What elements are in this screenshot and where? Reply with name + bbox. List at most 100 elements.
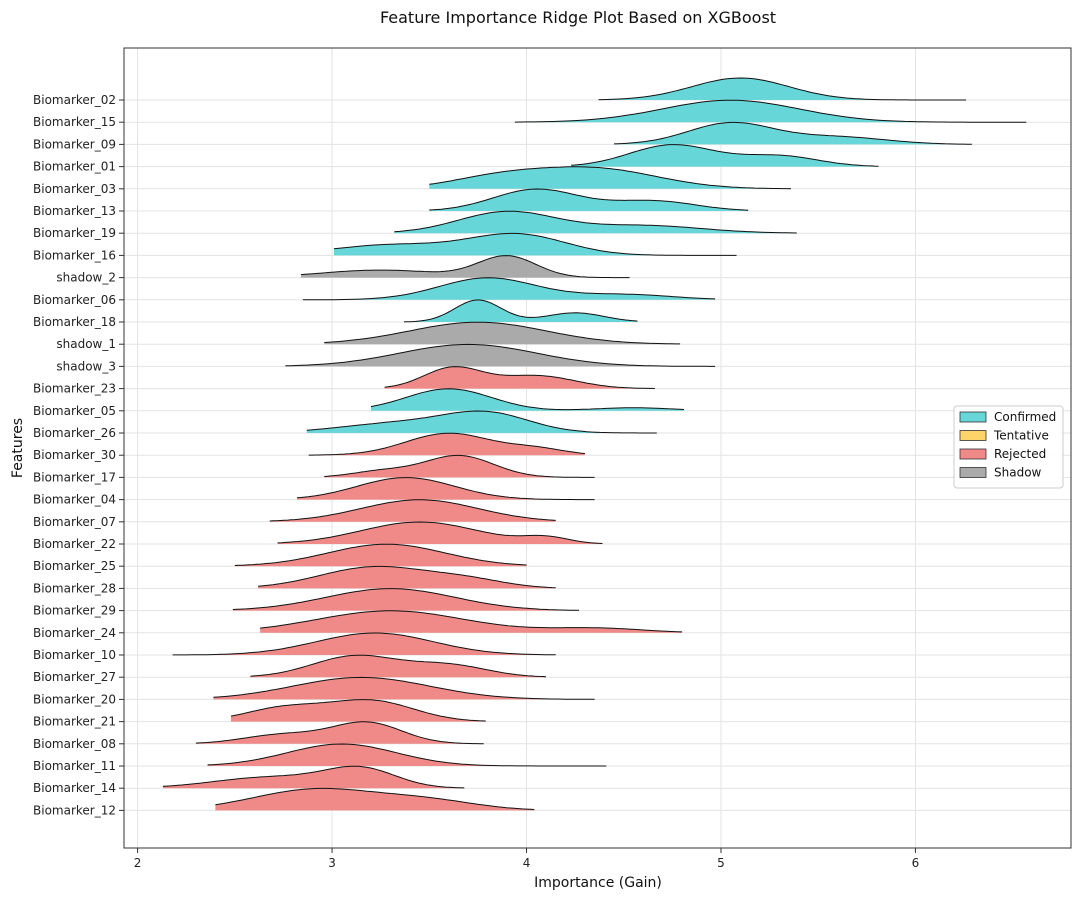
ridge-area (429, 166, 791, 189)
ridge-area (404, 300, 638, 322)
ridge-outline (250, 654, 547, 678)
y-tick-label: Biomarker_02 (33, 93, 116, 107)
ridge-outline (195, 721, 484, 745)
ridge-outline (429, 166, 792, 190)
y-tick-label: Biomarker_23 (33, 382, 116, 396)
ridge-outline (429, 188, 749, 211)
ridge-area (234, 544, 527, 567)
ridge-area (250, 655, 546, 678)
ridge-area (394, 211, 797, 234)
y-tick-label: Biomarker_04 (33, 493, 116, 507)
y-tick-label: Biomarker_21 (33, 715, 116, 729)
y-tick-label: Biomarker_20 (33, 692, 116, 706)
ridge-outline (394, 210, 797, 234)
y-tick-label: Biomarker_11 (33, 759, 116, 773)
y-tick-label: Biomarker_15 (33, 115, 116, 129)
ridge-outline (384, 366, 655, 389)
ridge-area (334, 233, 737, 256)
ridge-outline (306, 410, 657, 434)
ridge-area (429, 189, 749, 211)
x-tick-label: 4 (523, 856, 531, 870)
ridge-area (306, 411, 657, 433)
ridge-outline (333, 232, 737, 256)
ridge-area (324, 455, 595, 478)
y-tick-label: shadow_2 (56, 271, 116, 285)
ridge-outline (324, 321, 681, 345)
ridge-area (301, 255, 630, 278)
y-tick-label: Biomarker_26 (33, 426, 116, 440)
ridge-outline (234, 543, 527, 566)
legend-swatch (959, 411, 987, 423)
ridge-outline (514, 99, 1027, 123)
legend-label: Shadow (994, 466, 1042, 480)
ridge-outline (297, 477, 595, 501)
legend: Confirmed Tentative Rejected Shadow (953, 405, 1064, 489)
ridge-outline (571, 144, 879, 167)
ridge-area (269, 499, 556, 522)
legend-swatch (959, 467, 987, 478)
ridge-outline (302, 277, 716, 301)
ridge-area (215, 788, 535, 811)
ridge-area (172, 633, 556, 655)
y-tick-label: Biomarker_25 (33, 559, 116, 573)
ridge-outline (172, 632, 556, 656)
ridge-area (260, 610, 683, 633)
ridge-area (297, 477, 595, 500)
ridge-outline (207, 743, 607, 767)
ridge-area (324, 322, 681, 345)
chart-title: Feature Importance Ridge Plot Based on X… (380, 8, 776, 27)
ridge-area (384, 366, 655, 389)
y-tick-label: Biomarker_01 (33, 160, 116, 174)
y-tick-label: Biomarker_19 (33, 226, 116, 240)
ridge-area (571, 144, 879, 167)
y-tick-label: Biomarker_05 (33, 404, 116, 418)
ridge-outline (324, 454, 595, 478)
y-tick-label: Biomarker_28 (33, 581, 116, 595)
ridge-area (213, 677, 595, 700)
y-tick-label: Biomarker_16 (33, 248, 116, 262)
ridge-area (277, 522, 603, 544)
y-tick-label: Biomarker_06 (33, 293, 116, 307)
x-tick-label: 2 (134, 856, 142, 870)
ridge-outline (258, 565, 556, 589)
ridge-outline (403, 299, 638, 323)
y-tick-label: Biomarker_24 (33, 626, 116, 640)
ridge-outline (370, 388, 685, 411)
y-tick-label: Biomarker_09 (33, 137, 116, 151)
ridge-outline (269, 499, 556, 522)
y-tick-label: Biomarker_29 (33, 604, 116, 618)
ridge-outline (277, 521, 603, 544)
ridge-layer (162, 77, 1027, 811)
ridge-area (598, 78, 966, 100)
ridge-area (258, 566, 556, 589)
legend-swatch (959, 430, 987, 441)
y-tick-label: Biomarker_08 (33, 737, 116, 751)
ridge-area (285, 344, 716, 367)
y-tick-label: Biomarker_30 (33, 448, 116, 462)
y-tick-label: Biomarker_27 (33, 670, 116, 684)
ridge-area (371, 388, 684, 411)
legend-swatch (959, 448, 987, 460)
y-tick-label: Biomarker_10 (33, 648, 116, 662)
y-axis: Biomarker_02 Biomarker_15 Biomarker_09 Biom… (33, 93, 124, 817)
ridge-area (614, 122, 972, 145)
ridge-outline (213, 676, 595, 700)
ridge-area (308, 433, 585, 456)
ridge-outline (308, 432, 585, 456)
legend-label: Confirmed (994, 410, 1056, 424)
ridge-area (231, 699, 486, 722)
ridge-area (207, 744, 607, 766)
ridge-outline (598, 77, 966, 101)
plot-frame (123, 47, 1072, 849)
ridge-area (232, 588, 579, 611)
y-tick-label: shadow_3 (56, 359, 116, 373)
ridge-area (195, 721, 484, 744)
ridge-outline (232, 588, 580, 611)
y-axis-label: Features (10, 418, 26, 478)
ridge-area (162, 766, 465, 789)
y-tick-label: Biomarker_17 (33, 470, 116, 484)
ridge-outline (162, 765, 465, 789)
x-tick-label: 3 (328, 856, 336, 870)
y-tick-label: Biomarker_18 (33, 315, 116, 329)
ridge-area (302, 277, 716, 300)
